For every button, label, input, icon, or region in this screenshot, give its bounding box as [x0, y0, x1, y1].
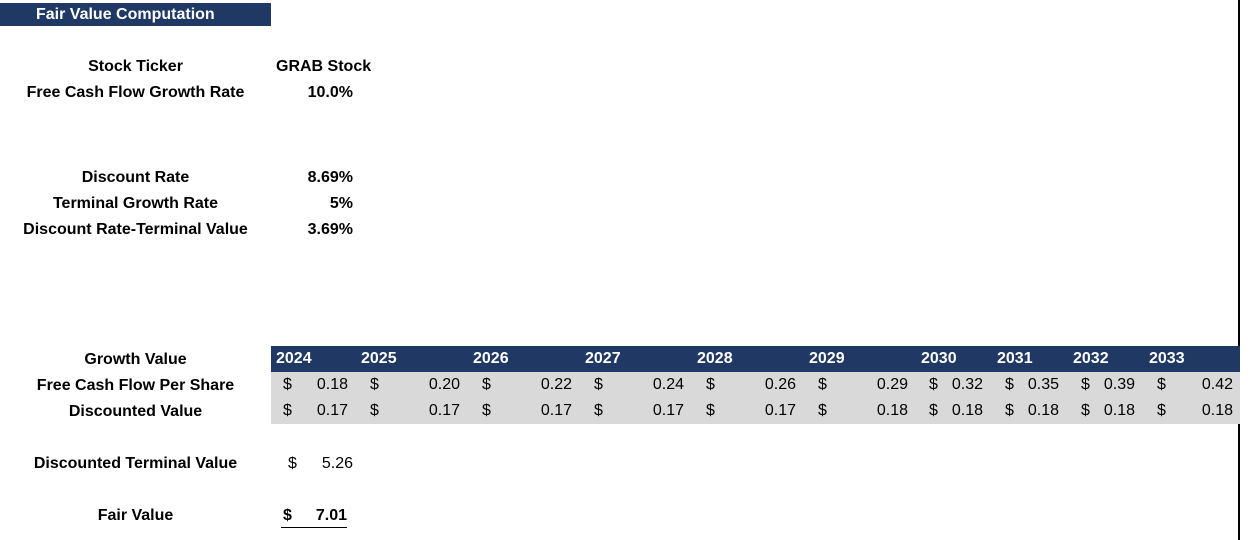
year-2028: 2028 — [697, 350, 733, 367]
sheet-title-text: Fair Value Computation — [36, 6, 215, 23]
year-header-band — [271, 346, 1240, 372]
currency-symbol: $ — [1081, 376, 1090, 393]
year-2030: 2030 — [921, 350, 957, 367]
dr-tv-value[interactable]: 3.69% — [307, 221, 353, 238]
year-2032: 2032 — [1073, 350, 1109, 367]
currency-symbol: $ — [370, 376, 379, 393]
year-2025: 2025 — [361, 350, 397, 367]
sheet-border-line — [1238, 0, 1240, 540]
ticker-label: Stock Ticker — [88, 58, 183, 75]
ticker-value[interactable]: GRAB Stock — [276, 58, 372, 75]
fcf-2029[interactable]: 0.29 — [876, 376, 908, 393]
terminal-value-label: Discounted Terminal Value — [33, 455, 238, 472]
fcf-2024[interactable]: 0.18 — [316, 376, 348, 393]
currency-symbol: $ — [482, 376, 491, 393]
currency-symbol: $ — [706, 376, 715, 393]
discounted-2029[interactable]: 0.18 — [876, 402, 908, 419]
growth-value-label: Growth Value — [84, 351, 187, 368]
currency-symbol: $ — [370, 402, 379, 419]
fcf-2027[interactable]: 0.24 — [652, 376, 684, 393]
discounted-2028[interactable]: 0.17 — [764, 402, 796, 419]
fcf-2032[interactable]: 0.39 — [1103, 376, 1135, 393]
terminal-currency: $ — [288, 455, 297, 472]
currency-symbol: $ — [283, 402, 292, 419]
fair-value-currency: $ — [283, 507, 292, 524]
discounted-value-label: Discounted Value — [68, 403, 203, 420]
discounted-2024[interactable]: 0.17 — [316, 402, 348, 419]
fcf-2026[interactable]: 0.22 — [540, 376, 572, 393]
currency-symbol: $ — [1157, 402, 1166, 419]
fair-value-underline — [281, 527, 347, 528]
currency-symbol: $ — [929, 402, 938, 419]
discounted-2026[interactable]: 0.17 — [540, 402, 572, 419]
year-2027: 2027 — [585, 350, 621, 367]
currency-symbol: $ — [283, 376, 292, 393]
currency-symbol: $ — [1005, 402, 1014, 419]
fair-value-label: Fair Value — [97, 507, 174, 524]
fcf-2025[interactable]: 0.20 — [428, 376, 460, 393]
currency-symbol: $ — [1081, 402, 1090, 419]
fcf-2033[interactable]: 0.42 — [1201, 376, 1233, 393]
currency-symbol: $ — [818, 376, 827, 393]
year-2031: 2031 — [997, 350, 1033, 367]
discounted-2033[interactable]: 0.18 — [1201, 402, 1233, 419]
currency-symbol: $ — [929, 376, 938, 393]
currency-symbol: $ — [706, 402, 715, 419]
values-band — [271, 372, 1240, 424]
discounted-2027[interactable]: 0.17 — [652, 402, 684, 419]
terminal-growth-label: Terminal Growth Rate — [52, 195, 219, 212]
fcf-growth-value[interactable]: 10.0% — [307, 84, 353, 101]
year-2024: 2024 — [276, 350, 312, 367]
year-2026: 2026 — [473, 350, 509, 367]
fcf-per-share-label: Free Cash Flow Per Share — [36, 377, 235, 394]
discount-rate-value[interactable]: 8.69% — [307, 169, 353, 186]
dr-tv-label: Discount Rate-Terminal Value — [23, 221, 248, 238]
fcf-2030[interactable]: 0.32 — [951, 376, 983, 393]
fcf-2028[interactable]: 0.26 — [764, 376, 796, 393]
terminal-growth-value[interactable]: 5% — [329, 195, 353, 212]
fcf-2031[interactable]: 0.35 — [1027, 376, 1059, 393]
discounted-2032[interactable]: 0.18 — [1103, 402, 1135, 419]
discounted-2025[interactable]: 0.17 — [428, 402, 460, 419]
currency-symbol: $ — [594, 376, 603, 393]
discounted-2031[interactable]: 0.18 — [1027, 402, 1059, 419]
fcf-growth-label: Free Cash Flow Growth Rate — [26, 84, 245, 101]
fair-value[interactable]: 7.01 — [315, 507, 347, 524]
sheet-title: Fair Value Computation — [0, 3, 271, 26]
terminal-value[interactable]: 5.26 — [321, 455, 353, 472]
currency-symbol: $ — [818, 402, 827, 419]
currency-symbol: $ — [594, 402, 603, 419]
discounted-2030[interactable]: 0.18 — [951, 402, 983, 419]
currency-symbol: $ — [482, 402, 491, 419]
discount-rate-label: Discount Rate — [81, 169, 190, 186]
year-2029: 2029 — [809, 350, 845, 367]
currency-symbol: $ — [1157, 376, 1166, 393]
currency-symbol: $ — [1005, 376, 1014, 393]
year-2033: 2033 — [1149, 350, 1185, 367]
